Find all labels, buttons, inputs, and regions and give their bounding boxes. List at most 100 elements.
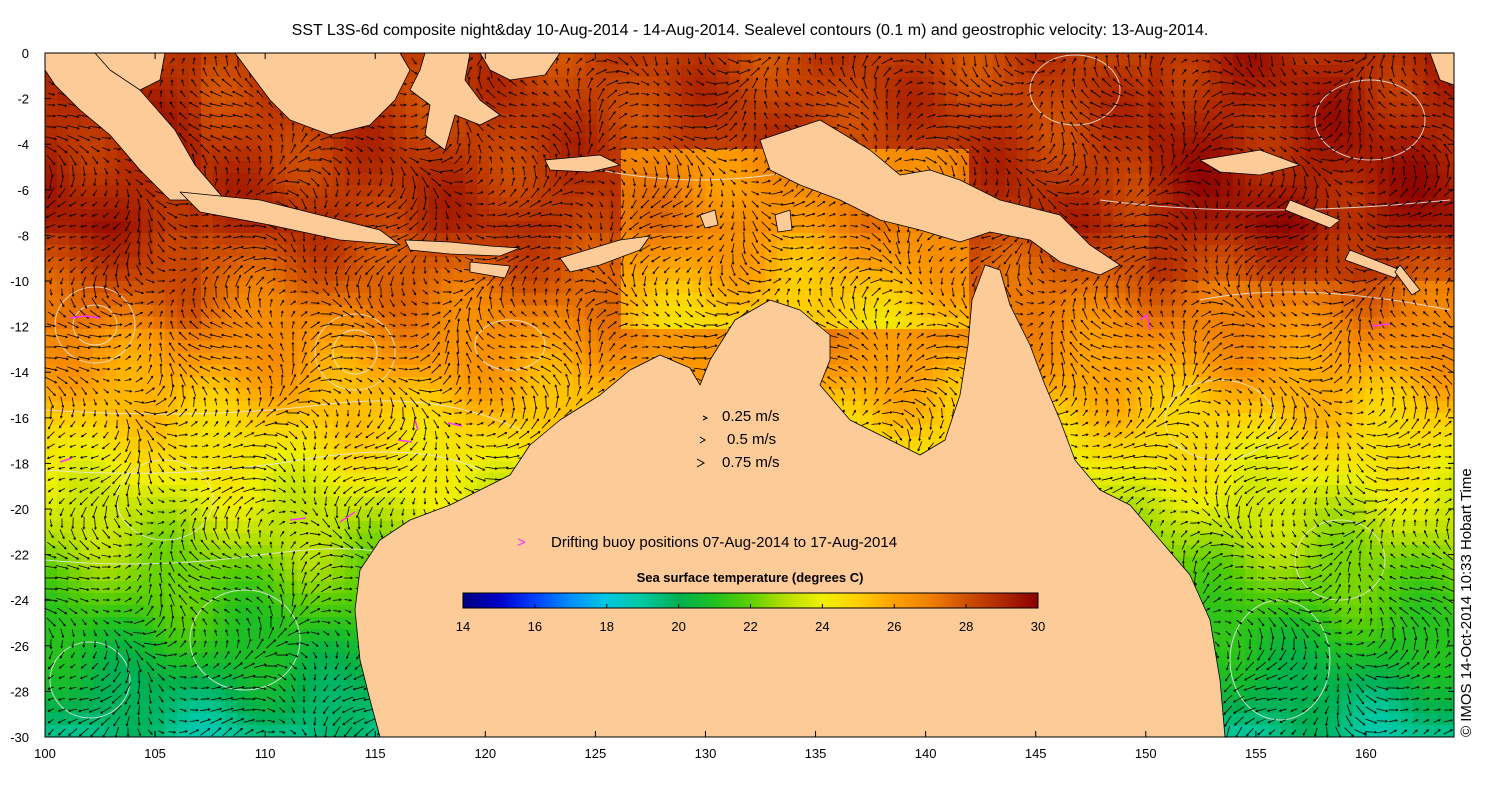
velocity-arrow	[1345, 156, 1354, 164]
velocity-arrow	[836, 124, 849, 130]
velocity-arrow	[269, 144, 273, 153]
velocity-arrow	[753, 111, 757, 121]
velocity-arrow	[940, 58, 944, 65]
velocity-arrow	[93, 167, 97, 176]
velocity-arrow	[409, 136, 419, 140]
velocity-arrow	[57, 200, 67, 208]
velocity-arrow	[288, 155, 298, 165]
velocity-arrow	[1036, 188, 1046, 199]
velocity-arrow	[629, 68, 640, 76]
velocity-arrow	[1226, 178, 1230, 186]
velocity-arrow	[617, 81, 630, 85]
velocity-arrow	[1312, 70, 1320, 74]
velocity-arrow	[324, 200, 328, 209]
velocity-arrow	[1180, 154, 1188, 166]
velocity-arrow	[1442, 113, 1454, 119]
velocity-arrow	[1135, 114, 1144, 118]
velocity-arrow	[1182, 142, 1187, 155]
velocity-arrow	[1014, 92, 1024, 96]
velocity-arrow	[1292, 57, 1296, 66]
velocity-arrow	[268, 113, 274, 119]
velocity-arrow	[1135, 78, 1144, 87]
velocity-arrow	[258, 156, 262, 164]
velocity-arrow	[1147, 135, 1154, 141]
velocity-arrow	[1124, 125, 1133, 129]
velocity-arrow	[574, 179, 585, 185]
velocity-arrow	[1400, 114, 1408, 118]
velocity-arrow	[1071, 142, 1076, 156]
velocity-arrow	[784, 102, 791, 108]
velocity-arrow	[1268, 188, 1276, 198]
velocity-arrow	[280, 112, 284, 119]
velocity-arrow	[1433, 153, 1441, 166]
velocity-arrow	[1202, 89, 1210, 99]
velocity-arrow	[1202, 59, 1211, 63]
velocity-arrow	[531, 103, 539, 107]
velocity-arrow	[874, 133, 878, 142]
velocity-arrow	[1125, 146, 1132, 152]
velocity-arrow	[804, 114, 815, 118]
velocity-arrow	[663, 114, 672, 118]
velocity-arrow	[577, 77, 581, 88]
velocity-arrow	[367, 146, 374, 152]
velocity-arrow	[995, 178, 999, 186]
velocity-arrow	[862, 133, 868, 142]
velocity-arrow	[1104, 155, 1110, 164]
velocity-arrow	[319, 135, 333, 141]
velocity-arrow	[786, 67, 790, 76]
velocity-arrow	[631, 168, 637, 175]
velocity-arrow	[1083, 56, 1088, 65]
velocity-arrow	[334, 166, 340, 176]
velocity-arrow	[629, 103, 639, 107]
velocity-arrow	[1111, 91, 1124, 97]
velocity-arrow	[313, 199, 317, 210]
velocity-arrow	[1127, 167, 1131, 175]
velocity-arrow	[1279, 114, 1287, 118]
velocity-arrow	[704, 136, 718, 140]
velocity-arrow	[1256, 103, 1266, 107]
velocity-arrow	[1357, 98, 1362, 111]
velocity-arrow	[675, 175, 681, 189]
velocity-arrow	[1334, 99, 1342, 111]
velocity-arrow	[232, 124, 243, 129]
velocity-arrow	[926, 124, 937, 129]
velocity-arrow	[1006, 178, 1010, 187]
velocity-arrow	[1036, 157, 1047, 163]
velocity-arrow	[962, 56, 966, 66]
velocity-arrow	[983, 156, 989, 164]
velocity-arrow	[1244, 104, 1256, 107]
velocity-arrow	[937, 155, 948, 165]
velocity-arrow	[1114, 146, 1122, 152]
velocity-arrow	[390, 177, 394, 188]
velocity-arrow	[883, 67, 892, 77]
velocity-arrow	[1279, 146, 1287, 152]
velocity-arrow	[1247, 146, 1254, 152]
velocity-arrow	[1083, 165, 1088, 176]
velocity-arrow	[1061, 89, 1065, 98]
velocity-arrow	[957, 114, 971, 119]
velocity-arrow	[662, 135, 672, 141]
velocity-arrow	[1422, 103, 1430, 107]
velocity-arrow	[1248, 178, 1252, 186]
velocity-arrow	[720, 189, 724, 197]
velocity-arrow	[808, 57, 812, 65]
velocity-arrow	[1234, 136, 1245, 140]
velocity-arrow	[309, 168, 322, 174]
velocity-arrow	[1156, 189, 1169, 196]
velocity-arrow	[269, 134, 273, 141]
velocity-arrow	[608, 99, 617, 110]
velocity-arrow	[1035, 178, 1047, 186]
velocity-arrow	[1083, 66, 1087, 77]
velocity-arrow	[1182, 89, 1186, 98]
velocity-arrow	[1094, 166, 1098, 176]
velocity-arrow	[1116, 167, 1120, 175]
velocity-arrow	[82, 166, 86, 177]
velocity-arrow	[685, 188, 693, 199]
velocity-arrow	[1171, 90, 1175, 97]
velocity-arrow	[969, 135, 981, 141]
velocity-arrow	[1061, 142, 1066, 155]
velocity-arrow	[81, 177, 86, 187]
velocity-arrow	[198, 134, 211, 142]
velocity-arrow	[862, 76, 868, 89]
velocity-arrow	[937, 92, 947, 96]
